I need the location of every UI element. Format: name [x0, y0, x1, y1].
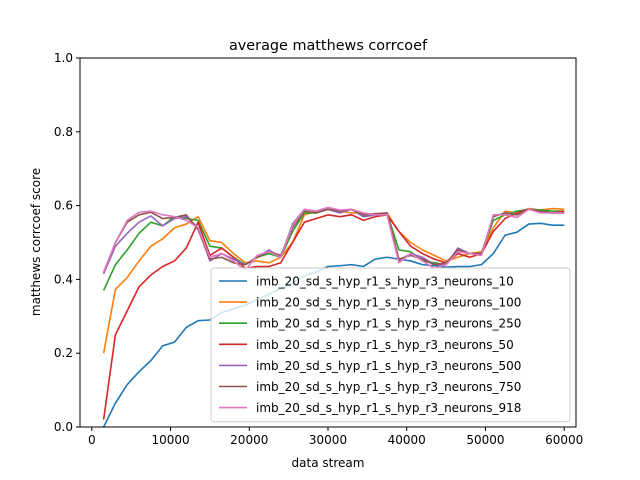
legend-label: imb_20_sd_s_hyp_r1_s_hyp_r3_neurons_10 [256, 275, 514, 289]
legend-label: imb_20_sd_s_hyp_r1_s_hyp_r3_neurons_750 [256, 380, 521, 394]
x-tick-label: 40000 [388, 433, 426, 447]
legend-label: imb_20_sd_s_hyp_r1_s_hyp_r3_neurons_250 [256, 317, 521, 331]
x-tick-label: 10000 [151, 433, 189, 447]
legend-label: imb_20_sd_s_hyp_r1_s_hyp_r3_neurons_100 [256, 296, 521, 310]
legend-box [210, 267, 571, 423]
y-axis: 0.0 0.2 0.4 0.6 0.8 1.0 [54, 51, 80, 434]
series-line-0 [102, 222, 565, 428]
series-layer [102, 206, 565, 428]
x-axis: 0 10000 20000 30000 40000 50000 60000 [88, 427, 583, 447]
x-tick-label: 60000 [545, 433, 583, 447]
y-tick-label: 0.6 [54, 199, 73, 213]
series-line-3 [102, 208, 565, 420]
x-tick-label: 50000 [466, 433, 504, 447]
y-tick-label: 0.2 [54, 346, 73, 360]
y-axis-label: matthews corrcoef score [29, 168, 43, 316]
legend-label: imb_20_sd_s_hyp_r1_s_hyp_r3_neurons_50 [256, 338, 514, 352]
x-tick-label: 30000 [309, 433, 347, 447]
series-line-6 [102, 206, 565, 273]
x-axis-label: data stream [292, 456, 365, 470]
y-tick-label: 0.8 [54, 125, 73, 139]
chart-title: average matthews corrcoef [229, 38, 428, 54]
legend-label: imb_20_sd_s_hyp_r1_s_hyp_r3_neurons_918 [256, 401, 521, 415]
legend: imb_20_sd_s_hyp_r1_s_hyp_r3_neurons_10im… [210, 267, 571, 423]
y-tick-label: 1.0 [54, 51, 73, 65]
legend-label: imb_20_sd_s_hyp_r1_s_hyp_r3_neurons_500 [256, 359, 521, 373]
x-tick-label: 0 [88, 433, 96, 447]
x-tick-label: 20000 [230, 433, 268, 447]
y-tick-label: 0.0 [54, 420, 73, 434]
y-tick-label: 0.4 [54, 272, 73, 286]
